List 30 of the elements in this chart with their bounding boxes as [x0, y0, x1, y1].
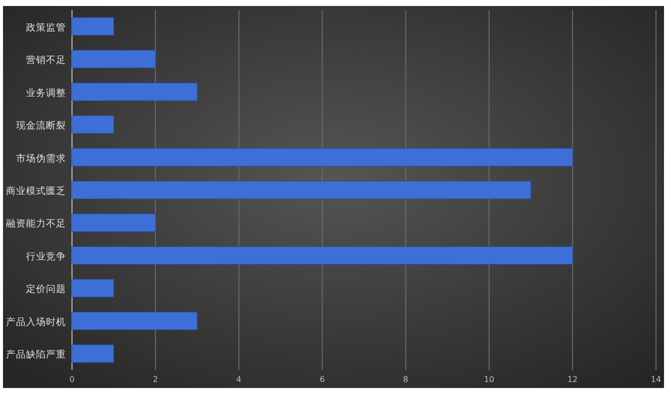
bar [72, 148, 573, 166]
y-tick-label: 融资能力不足 [6, 218, 66, 230]
x-tick-label: 12 [567, 375, 578, 384]
y-tick-label: 营销不足 [26, 54, 66, 66]
bar [72, 115, 114, 134]
y-tick-label: 市场伪需求 [16, 152, 66, 164]
bar [72, 180, 532, 200]
y-tick-label: 商业模式匮乏 [6, 185, 66, 197]
bar [72, 50, 156, 68]
y-tick-label: 现金流断裂 [16, 120, 66, 132]
x-tick-label: 0 [69, 375, 75, 384]
x-tick-label: 2 [152, 375, 158, 384]
y-tick-label: 产品缺陷严重 [6, 348, 66, 361]
x-tick-label: 14 [650, 375, 662, 384]
x-tick-label: 4 [236, 375, 242, 384]
bar [72, 82, 198, 101]
bar [72, 246, 573, 265]
y-tick-label: 行业竞争 [26, 250, 66, 262]
y-tick-label: 产品入场时机 [6, 316, 66, 328]
x-tick-label: 6 [320, 375, 325, 384]
y-tick-label: 政策监管 [26, 21, 66, 34]
bar [72, 214, 156, 232]
x-tick-label: 8 [403, 375, 408, 384]
y-tick-label: 定价问题 [26, 283, 66, 296]
bar [72, 17, 114, 36]
bar [72, 279, 114, 298]
bar [72, 312, 198, 330]
x-tick-label: 10 [484, 375, 494, 384]
bar [72, 344, 114, 363]
y-tick-label: 业务调整 [26, 86, 66, 99]
